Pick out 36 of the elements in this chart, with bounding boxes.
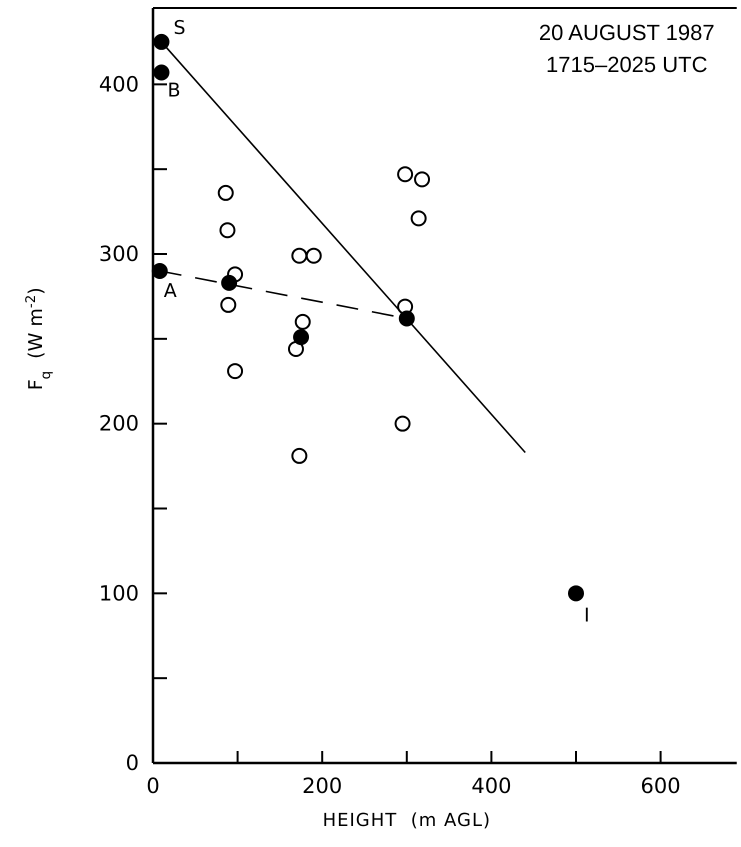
annotation: I bbox=[584, 604, 590, 626]
y-tick-label: 100 bbox=[98, 581, 139, 606]
y-tick-label: 300 bbox=[98, 242, 139, 266]
y-tick-label: 0 bbox=[126, 751, 139, 775]
point bbox=[397, 166, 414, 182]
point bbox=[152, 262, 168, 279]
point bbox=[293, 329, 310, 346]
point bbox=[227, 363, 244, 380]
annotation: B bbox=[167, 79, 181, 102]
point bbox=[394, 416, 411, 432]
text: 1715–2025 UTC bbox=[546, 52, 708, 77]
point bbox=[291, 448, 308, 464]
x-tick-label: 600 bbox=[640, 774, 681, 798]
y-tick-label: 400 bbox=[98, 72, 139, 96]
text: 20 AUGUST 1987 bbox=[538, 20, 715, 45]
point bbox=[220, 296, 236, 313]
x-axis-title: HEIGHT (m AGL) bbox=[322, 810, 492, 831]
point bbox=[221, 274, 238, 291]
annotation: A bbox=[164, 280, 177, 302]
x-tick-label: 400 bbox=[471, 774, 512, 798]
point bbox=[398, 310, 415, 326]
point bbox=[568, 585, 584, 602]
annotation: S bbox=[173, 16, 186, 39]
point bbox=[153, 64, 170, 80]
point bbox=[294, 314, 311, 330]
point bbox=[218, 184, 234, 201]
point bbox=[153, 34, 170, 50]
x-tick-label: 200 bbox=[302, 774, 342, 798]
point bbox=[414, 171, 430, 188]
point bbox=[306, 248, 322, 264]
point bbox=[219, 222, 236, 238]
point bbox=[291, 248, 308, 264]
point bbox=[410, 210, 427, 226]
y-tick-label: 200 bbox=[98, 412, 139, 436]
point bbox=[288, 341, 304, 358]
x-tick-label: 0 bbox=[146, 774, 160, 798]
